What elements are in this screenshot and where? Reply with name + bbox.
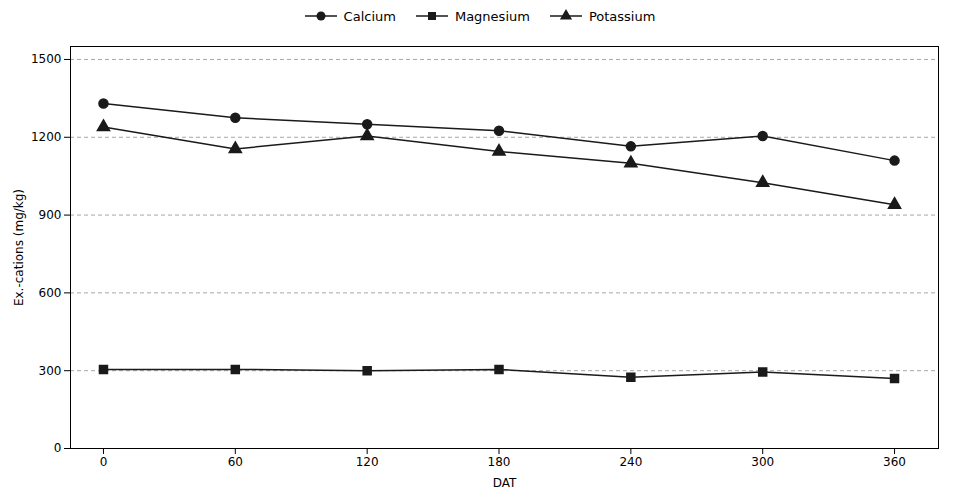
svg-text:360: 360 [883,455,906,469]
html-text:Magnesium: Magnesium [454,8,530,24]
svg-text:120: 120 [356,455,379,469]
svg-text:300: 300 [39,364,62,378]
svg-text:60: 60 [228,455,243,469]
svg-text:240: 240 [619,455,642,469]
svg-text:DAT: DAT [493,476,517,490]
svg-text:600: 600 [39,286,62,300]
svg-text:1500: 1500 [31,52,62,66]
svg-text:0: 0 [100,455,108,469]
html-text:Potassium: Potassium [588,8,656,24]
svg-text:0: 0 [54,441,62,455]
svg-text:Ex.-cations (mg/kg): Ex.-cations (mg/kg) [12,189,26,306]
svg-text:900: 900 [39,208,62,222]
html-text:Calcium: Calcium [343,8,396,24]
svg-text:300: 300 [751,455,774,469]
svg-text:180: 180 [488,455,511,469]
svg-text:1200: 1200 [31,130,62,144]
